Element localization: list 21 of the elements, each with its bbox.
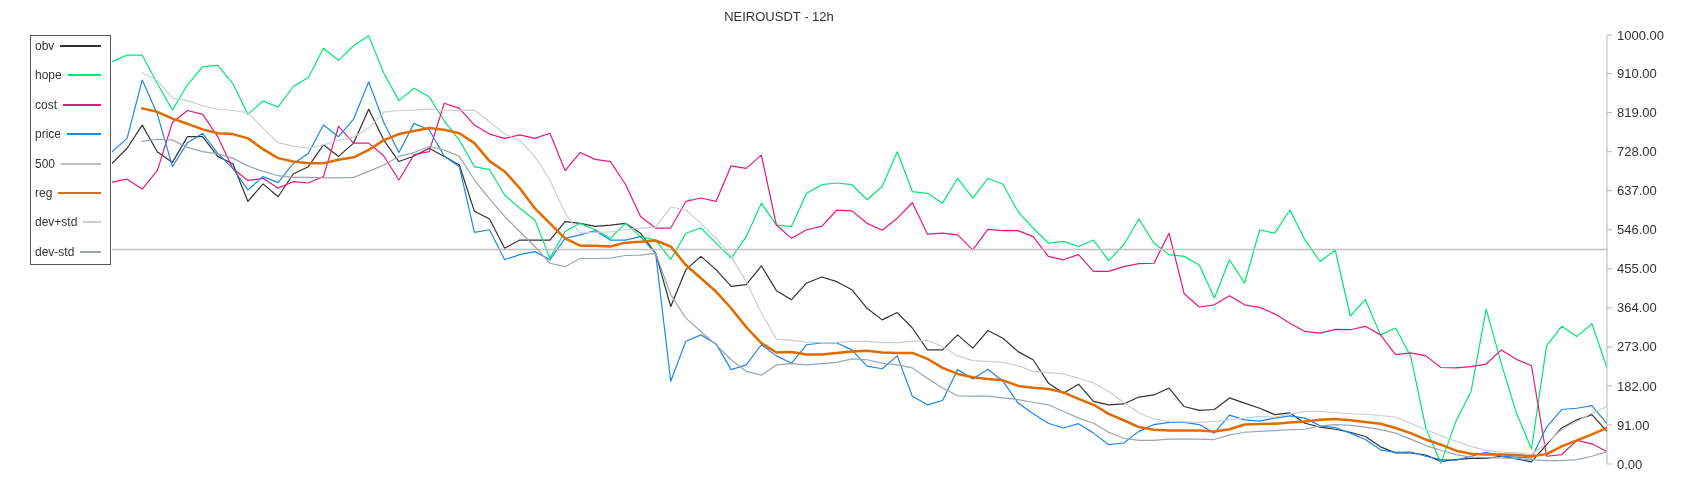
y-tick-label: 546.00 <box>1617 222 1657 238</box>
y-tick-label: 455.00 <box>1617 261 1657 277</box>
legend-label: price <box>35 127 62 142</box>
y-tick-label: 273.00 <box>1617 339 1657 355</box>
y-tick-label: 910.00 <box>1617 66 1657 82</box>
y-tick-label: 182.00 <box>1617 378 1657 394</box>
y-tick-label: 1000.00 <box>1617 27 1664 43</box>
legend-label: 500 <box>35 156 56 171</box>
legend-label: dev-std <box>35 244 75 259</box>
chart-title: NEIROUSDT - 12h <box>723 9 835 25</box>
legend-label: reg <box>35 185 53 200</box>
legend-label: obv <box>35 39 55 53</box>
legend-label: hope <box>35 68 62 83</box>
y-tick-label: 0.00 <box>1617 456 1643 472</box>
y-tick-label: 637.00 <box>1617 183 1657 199</box>
y-tick-label: 819.00 <box>1617 105 1657 121</box>
legend-label: dev+std <box>35 215 78 230</box>
legend-label: cost <box>35 97 58 112</box>
y-tick-label: 728.00 <box>1617 144 1657 160</box>
y-tick-label: 364.00 <box>1617 300 1657 316</box>
y-tick-label: 91.00 <box>1617 417 1650 433</box>
